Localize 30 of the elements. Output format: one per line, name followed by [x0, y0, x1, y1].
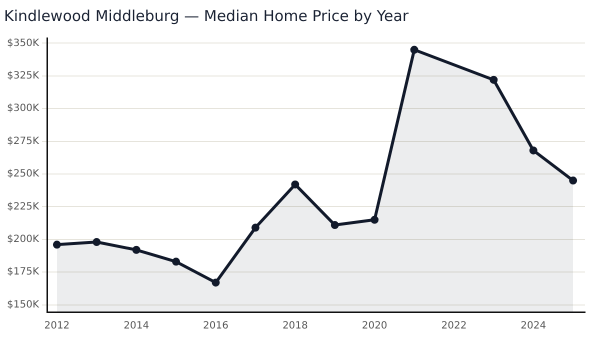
chart-title: Kindlewood Middleburg — Median Home Price by Year	[4, 6, 410, 25]
y-tick-label: $350K	[6, 38, 40, 49]
point	[92, 238, 101, 246]
y-tick-label: $200K	[6, 234, 40, 246]
y-tick-label: $225K	[6, 201, 40, 212]
point	[291, 180, 300, 188]
y-tick-label: $150K	[6, 299, 40, 310]
y-tick-label: $175K	[6, 266, 40, 278]
point	[529, 146, 538, 154]
point	[569, 176, 578, 185]
x-tick-label: 2020	[362, 320, 388, 332]
point	[370, 216, 379, 224]
x-tick-label: 2018	[282, 320, 308, 332]
x-tick-label: 2024	[520, 320, 546, 332]
x-tick-label: 2014	[124, 320, 150, 332]
point	[52, 240, 61, 249]
x-tick-label: 2022	[441, 320, 467, 332]
x-tick-label: 2016	[203, 320, 228, 332]
point	[251, 224, 260, 232]
y-tick-label: $325K	[6, 70, 40, 82]
point	[330, 221, 339, 230]
point	[172, 258, 180, 266]
y-tick-label: $300K	[6, 103, 40, 114]
point	[490, 76, 498, 84]
x-tick-label: 2012	[44, 320, 70, 332]
point	[212, 278, 220, 287]
point	[410, 46, 418, 54]
y-tick-label: $275K	[6, 136, 40, 147]
y-tick-label: $250K	[6, 168, 40, 180]
point	[132, 246, 140, 254]
